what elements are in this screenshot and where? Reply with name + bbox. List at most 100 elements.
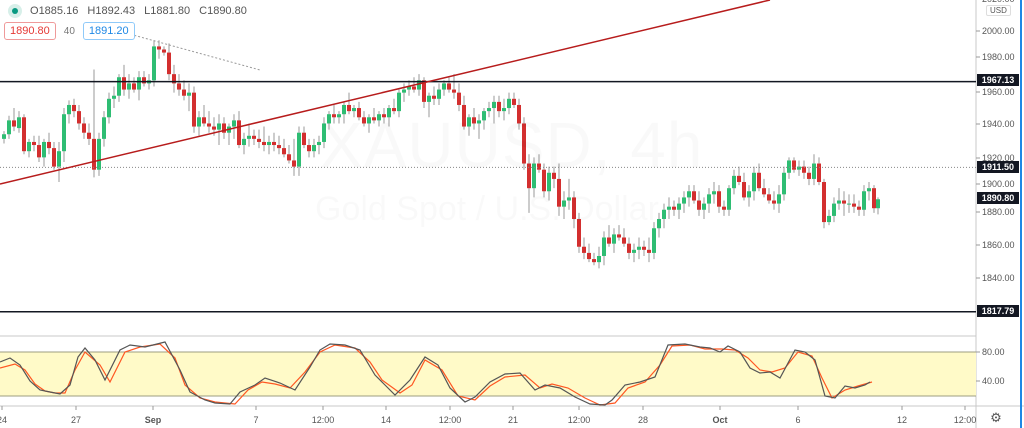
candle-body: [482, 111, 486, 121]
candle-body: [772, 200, 776, 204]
candle-body: [352, 108, 356, 112]
candle-body: [702, 203, 706, 210]
candle-body: [732, 175, 736, 189]
candle-body: [867, 188, 871, 192]
candle-body: [327, 114, 331, 124]
axis-ticks: [1, 30, 980, 410]
candle-body: [267, 141, 271, 146]
candle-body: [317, 141, 321, 146]
candle-body: [212, 126, 216, 130]
candle-body: [152, 46, 156, 81]
candle-body: [122, 77, 126, 90]
candle-body: [837, 200, 841, 204]
sell-price-button[interactable]: 1890.80: [4, 22, 56, 40]
candle-body: [737, 175, 741, 183]
time-tick-label: Oct: [712, 415, 728, 425]
descending-dotted-trendline[interactable]: [114, 29, 261, 71]
candle-body: [717, 191, 721, 207]
candle-body: [667, 206, 671, 210]
candle-body: [822, 182, 826, 223]
candle-body: [17, 117, 21, 129]
candle-body: [437, 89, 441, 99]
time-tick-label: 6: [795, 415, 801, 425]
candle-body: [462, 104, 466, 127]
stochastic-series: [0, 341, 873, 406]
candle-body: [467, 117, 471, 127]
candle-body: [662, 209, 666, 220]
candle-body: [777, 194, 781, 204]
candle-body: [747, 191, 751, 198]
spread-value: 40: [63, 25, 75, 37]
candle-body: [577, 219, 581, 247]
candle-body: [707, 194, 711, 204]
candle-body: [357, 108, 361, 118]
candle-body: [322, 123, 326, 142]
candle-body: [472, 117, 476, 124]
candle-body: [27, 141, 31, 152]
symbol-description-watermark: Gold Spot / U.S. Dollar: [315, 190, 659, 229]
candle-body: [827, 215, 831, 223]
candle-body: [637, 246, 641, 250]
candle-body: [767, 194, 771, 201]
candle-body: [512, 98, 516, 105]
candle-body: [407, 86, 411, 90]
candle-body: [572, 197, 576, 220]
candle-body: [582, 246, 586, 253]
symbol-watermark: XAUUSD, 4h: [320, 108, 703, 182]
candle-body: [377, 114, 381, 121]
currency-label[interactable]: USD: [986, 5, 1011, 16]
buy-price-button[interactable]: 1891.20: [82, 22, 135, 40]
candle-body: [807, 172, 811, 179]
rising-support-trendline[interactable]: [0, 0, 771, 185]
price-level-tag: 1911.50: [977, 161, 1019, 173]
price-tick-label: 1960.00: [982, 87, 1015, 97]
candle-body: [137, 77, 141, 90]
candle-body: [537, 163, 541, 170]
candle-body: [457, 92, 461, 105]
candle-body: [712, 191, 716, 195]
candle-body: [762, 188, 766, 195]
price-tick-label: 1860.00: [982, 240, 1015, 250]
candle-body: [597, 255, 601, 263]
candle-body: [67, 104, 71, 115]
high-value: H1892.43: [87, 5, 136, 17]
ohlc-values: O1885.16 H1892.43 L1881.80 C1890.80: [30, 5, 253, 17]
candle-body: [642, 246, 646, 250]
candle-body: [652, 228, 656, 253]
candle-body: [507, 98, 511, 109]
candle-body: [692, 191, 696, 201]
candle-body: [517, 104, 521, 124]
candle-body: [77, 111, 81, 124]
candle-body: [847, 203, 851, 205]
candle-body: [427, 95, 431, 102]
candle-body: [397, 92, 401, 112]
candle-body: [162, 49, 166, 53]
time-tick-label: Sep: [144, 415, 162, 425]
time-tick-label: 12:00: [311, 415, 335, 425]
price-tick-label: 80.00: [982, 347, 1005, 357]
candle-body: [382, 114, 386, 118]
candle-body: [57, 151, 61, 167]
candlestick-series: [2, 40, 880, 269]
candle-body: [632, 249, 636, 253]
candle-body: [47, 141, 51, 149]
candle-body: [402, 89, 406, 93]
candle-body: [722, 206, 726, 210]
candle-body: [497, 101, 501, 112]
candle-body: [177, 83, 181, 90]
time-tick-label: 12:00: [438, 415, 462, 425]
candle-body: [792, 160, 796, 170]
candle-body: [602, 237, 606, 256]
candle-body: [192, 92, 196, 127]
candle-body: [342, 104, 346, 115]
candle-body: [347, 104, 351, 112]
drawing-overlays[interactable]: [0, 0, 976, 313]
candle-body: [876, 199, 880, 209]
gear-icon[interactable]: ⚙: [990, 410, 1002, 425]
candle-body: [627, 243, 631, 253]
candle-body: [412, 86, 416, 90]
market-open-dot-icon: [8, 4, 22, 18]
candle-body: [242, 138, 246, 146]
